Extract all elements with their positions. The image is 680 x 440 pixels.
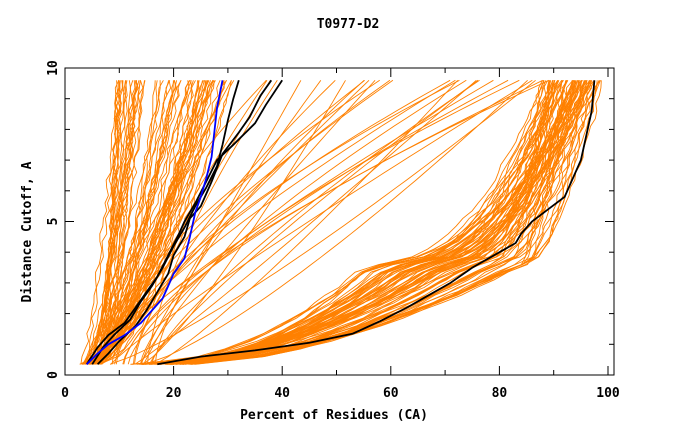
- bundle-curve: [171, 80, 600, 365]
- bundle-curve: [96, 80, 120, 365]
- bundle-curve: [87, 80, 141, 365]
- bundle-curve: [98, 79, 365, 365]
- bundle-curve: [160, 80, 556, 365]
- y-tick-label: 0: [46, 371, 61, 379]
- bundle-curve: [157, 80, 576, 365]
- bundle-curve: [142, 80, 569, 365]
- axis-ticks: 0 20 40 60 80 100 0 5 10: [46, 60, 620, 401]
- x-tick-label: 60: [383, 386, 399, 401]
- bundle-curve: [134, 79, 336, 365]
- bundle-curve: [131, 80, 601, 365]
- x-tick-label: 80: [492, 386, 508, 401]
- bundle-curve: [127, 79, 509, 365]
- bundle-curve: [190, 80, 600, 365]
- bundle-curve: [148, 80, 574, 365]
- black-series-line-4: [91, 80, 240, 365]
- bundle-curve: [175, 80, 579, 365]
- chart-title: T0977-D2: [317, 17, 380, 32]
- bundle-curve: [192, 80, 563, 365]
- bundle-curve: [90, 80, 171, 365]
- bundle-curve: [92, 80, 232, 365]
- bundle-curve: [93, 79, 267, 365]
- x-axis-label: Percent of Residues (CA): [240, 408, 428, 423]
- bundle-curve: [175, 80, 585, 365]
- x-tick-label: 40: [274, 386, 290, 401]
- bundle-curve: [155, 79, 459, 365]
- bundle-curve: [100, 79, 370, 365]
- bundle-curve: [172, 80, 591, 365]
- bundle-curve: [193, 80, 559, 365]
- bundle-curve: [150, 79, 480, 365]
- bundle-curve: [142, 80, 595, 365]
- bundle-curve: [148, 79, 479, 365]
- bundle-curve: [88, 80, 126, 365]
- y-tick-label: 5: [46, 218, 61, 226]
- bundle-curve: [140, 80, 322, 365]
- bundle-curve: [96, 79, 543, 365]
- bundle-curve: [109, 79, 536, 365]
- bundle-curve: [101, 80, 120, 365]
- bundle-curve: [182, 80, 602, 365]
- bundle-curve: [168, 80, 575, 365]
- bundle-curve: [95, 80, 156, 365]
- x-tick-label: 0: [61, 386, 69, 401]
- bundle-curve: [144, 80, 553, 365]
- bundle-curve: [87, 80, 190, 365]
- bundle-curve: [167, 80, 550, 365]
- bundle-curve: [123, 79, 520, 365]
- bundle-curve: [100, 79, 456, 365]
- y-axis-label: Distance Cutoff, A: [20, 161, 35, 302]
- bundle-curve: [140, 79, 376, 365]
- bundle-curve: [80, 80, 121, 365]
- black-series-line-1: [157, 80, 596, 366]
- highlighted-series: [85, 79, 596, 366]
- bundle-curve: [97, 79, 394, 365]
- bundle-curve: [139, 79, 467, 365]
- bundle-curve: [150, 80, 593, 365]
- bundle-curve: [144, 80, 586, 365]
- bundle-curve: [81, 80, 192, 365]
- bundle-curve: [190, 80, 568, 365]
- blue-series-line: [86, 80, 224, 365]
- bundle-curve: [191, 80, 567, 365]
- black-series-line-2: [85, 79, 283, 365]
- orange-curve-bundle: [79, 79, 602, 365]
- bundle-curve: [92, 80, 134, 365]
- bundle-curve: [147, 80, 278, 365]
- bundle-curve: [122, 79, 550, 365]
- bundle-curve: [97, 80, 128, 365]
- bundle-curve: [151, 80, 544, 365]
- bundle-curve: [156, 80, 543, 365]
- bundle-curve: [94, 80, 182, 365]
- x-tick-label: 100: [596, 386, 620, 401]
- y-tick-label: 10: [46, 60, 61, 76]
- bundle-curve: [171, 80, 577, 365]
- x-tick-label: 20: [166, 386, 182, 401]
